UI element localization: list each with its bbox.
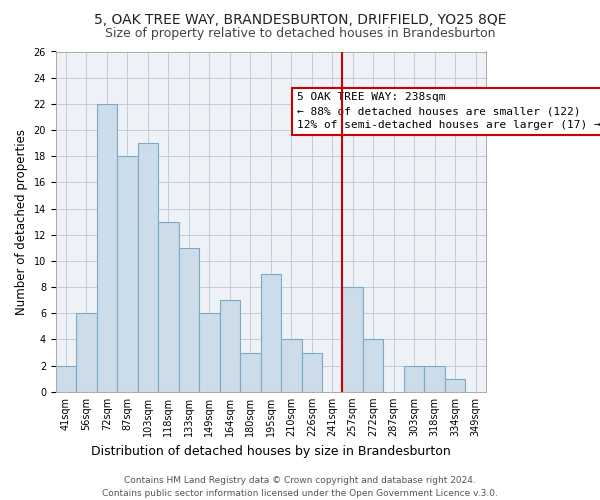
Bar — [199, 314, 220, 392]
Bar — [97, 104, 117, 392]
Bar — [424, 366, 445, 392]
Bar — [76, 314, 97, 392]
Bar — [302, 352, 322, 392]
Bar — [445, 378, 466, 392]
X-axis label: Distribution of detached houses by size in Brandesburton: Distribution of detached houses by size … — [91, 444, 451, 458]
Bar — [281, 340, 302, 392]
Text: 5, OAK TREE WAY, BRANDESBURTON, DRIFFIELD, YO25 8QE: 5, OAK TREE WAY, BRANDESBURTON, DRIFFIEL… — [94, 12, 506, 26]
Bar — [404, 366, 424, 392]
Text: Size of property relative to detached houses in Brandesburton: Size of property relative to detached ho… — [105, 28, 495, 40]
Bar — [137, 143, 158, 392]
Bar — [117, 156, 137, 392]
Text: 5 OAK TREE WAY: 238sqm
← 88% of detached houses are smaller (122)
12% of semi-de: 5 OAK TREE WAY: 238sqm ← 88% of detached… — [296, 92, 600, 130]
Bar — [363, 340, 383, 392]
Bar — [158, 222, 179, 392]
Bar — [240, 352, 260, 392]
Bar — [220, 300, 240, 392]
Bar — [56, 366, 76, 392]
Bar — [179, 248, 199, 392]
Bar — [260, 274, 281, 392]
Y-axis label: Number of detached properties: Number of detached properties — [15, 128, 28, 314]
Text: Contains HM Land Registry data © Crown copyright and database right 2024.
Contai: Contains HM Land Registry data © Crown c… — [102, 476, 498, 498]
Bar — [343, 287, 363, 392]
